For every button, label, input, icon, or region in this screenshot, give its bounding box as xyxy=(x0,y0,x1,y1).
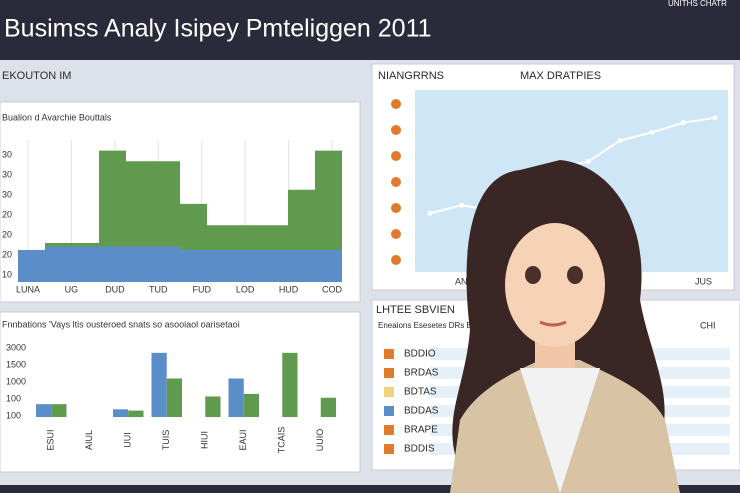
mouth xyxy=(539,320,567,327)
footer xyxy=(0,485,740,493)
point xyxy=(617,138,623,143)
point xyxy=(680,120,686,126)
left-heading: EKOUTON IM xyxy=(2,70,71,82)
x-label: DUD xyxy=(105,284,125,294)
bar-title: Fnnbations 'Vays ltis ousteroed snats so… xyxy=(2,319,240,329)
y-label: 10 xyxy=(2,269,12,279)
row-icon xyxy=(384,425,394,435)
x-label: TUD xyxy=(149,284,168,294)
point xyxy=(649,129,655,135)
x-label: LOD xyxy=(236,284,255,294)
bar xyxy=(228,378,244,417)
list-dot xyxy=(391,99,401,109)
y-label: 30 xyxy=(2,169,12,179)
point xyxy=(427,210,433,216)
list-dot xyxy=(391,151,401,161)
face xyxy=(505,223,605,347)
list-dot xyxy=(391,125,401,135)
row-icon xyxy=(384,406,394,416)
x-label: HUD xyxy=(279,284,299,294)
row-label: BDTAS xyxy=(404,387,437,398)
list-dot xyxy=(391,203,401,213)
title: Busimss Analy Isipey Pmteliggen 2011 xyxy=(4,15,432,43)
y-label: 3000 xyxy=(6,342,26,352)
bar xyxy=(166,378,182,417)
bar xyxy=(243,393,259,417)
x-label: JUS xyxy=(695,276,712,286)
y-label: 30 xyxy=(2,189,12,199)
row-label: BRAPE xyxy=(404,425,438,436)
x-label: UG xyxy=(65,284,79,294)
x-label: EAUI xyxy=(238,429,248,450)
list-title: LHTEE SBVIEN xyxy=(376,304,455,316)
x-label: LUNA xyxy=(16,284,40,294)
row-label: BRDAS xyxy=(404,368,439,379)
y-label: 1500 xyxy=(6,359,26,369)
list-subtitle: Eneaions Esesetes DRs Bvie xyxy=(378,321,483,330)
row-label: BDDIO xyxy=(404,349,436,360)
x-label: FUD xyxy=(192,284,211,294)
row-icon xyxy=(384,444,394,454)
x-label: TUIS xyxy=(161,430,171,451)
x-label: ESUI xyxy=(46,429,56,450)
y-label: 100 xyxy=(6,393,21,403)
bar xyxy=(36,404,52,417)
x-label: ANI xyxy=(455,276,470,286)
line-title: NIANGRRNS xyxy=(378,70,444,82)
row-label: BDDIS xyxy=(404,444,435,455)
x-label: HIUI xyxy=(200,431,210,449)
y-label: 20 xyxy=(2,209,12,219)
point xyxy=(585,159,591,165)
line-subtitle: MAX DRATPIES xyxy=(520,70,601,82)
y-label: 1000 xyxy=(6,376,26,386)
bar xyxy=(151,352,167,417)
badge: UNITHS CHATR xyxy=(668,0,727,8)
row-label: BDDAS xyxy=(404,406,439,417)
list-dot xyxy=(391,229,401,239)
bar xyxy=(205,396,221,417)
list-dot xyxy=(391,255,401,265)
bar xyxy=(282,352,298,417)
bar xyxy=(51,404,67,417)
x-label: TCAIS xyxy=(277,427,287,454)
x-label: COD xyxy=(322,284,343,294)
illustration xyxy=(450,160,680,493)
list-badge: CHI xyxy=(700,320,716,330)
eye-left xyxy=(525,266,541,284)
point xyxy=(712,115,718,121)
point xyxy=(459,202,465,208)
row-icon xyxy=(384,387,394,397)
shirt xyxy=(520,368,600,493)
x-label: UUI xyxy=(123,432,133,448)
row-icon xyxy=(384,368,394,378)
list-dot xyxy=(391,177,401,187)
eye-right xyxy=(567,266,583,284)
x-label: AIUL xyxy=(84,430,94,450)
bangs xyxy=(505,206,605,270)
x-label: UUIO xyxy=(315,429,325,452)
bar xyxy=(113,409,129,417)
area-title: Bualion d Avarchie Bouttals xyxy=(2,112,112,122)
bar xyxy=(320,397,336,417)
y-label: 20 xyxy=(2,229,12,239)
y-label: 100 xyxy=(6,410,21,420)
bar xyxy=(128,410,144,417)
y-label: 20 xyxy=(2,249,12,259)
area xyxy=(18,246,342,282)
row-icon xyxy=(384,349,394,359)
y-label: 30 xyxy=(2,149,12,159)
